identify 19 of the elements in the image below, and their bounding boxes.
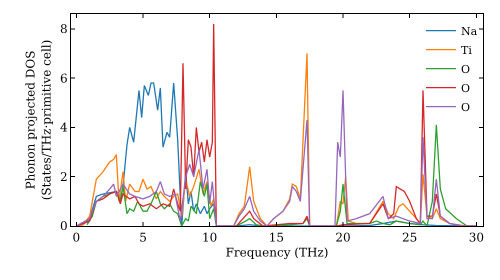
x-tick-label: 0 — [72, 230, 80, 244]
x-tick-label: 10 — [202, 230, 218, 244]
y-tick-label: 2 — [60, 170, 68, 184]
legend-label: Ti — [461, 44, 472, 57]
x-tick-label: 20 — [335, 230, 351, 244]
y-tick-label: 8 — [60, 22, 68, 36]
x-tick-label: 5 — [139, 230, 147, 244]
x-tick-label: 25 — [402, 230, 418, 244]
x-tick-label: 30 — [468, 230, 484, 244]
legend-label: O — [461, 62, 470, 76]
y-tick-label: 0 — [60, 219, 68, 234]
x-tick-label: 15 — [268, 230, 284, 244]
y-tick-label: 4 — [60, 120, 68, 135]
x-axis-title: Frequency (THz) — [226, 245, 328, 260]
y-axis-title: Phonon projected DOS (States/THz·primitive cell) — [24, 40, 54, 200]
legend-label: O — [461, 82, 470, 95]
legend-label: O — [461, 100, 470, 114]
legend-label: Na — [461, 24, 478, 38]
y-tick-label: 6 — [60, 71, 68, 86]
